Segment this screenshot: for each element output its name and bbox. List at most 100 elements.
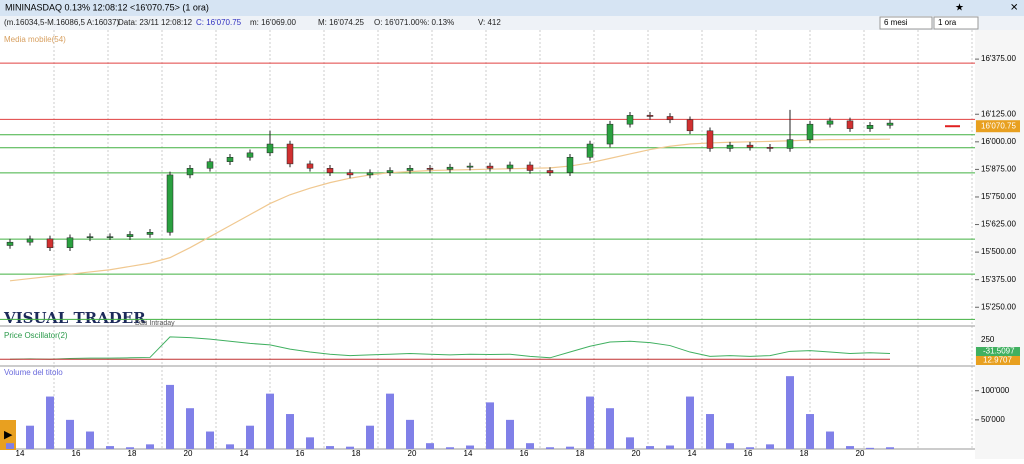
candle-body <box>446 166 454 170</box>
volume-bar <box>186 408 194 449</box>
candle-body <box>506 164 514 169</box>
candle-body <box>86 236 94 239</box>
volume-bar <box>586 396 594 449</box>
info-bar <box>0 16 1024 30</box>
candle-body <box>126 234 134 237</box>
osc-value-box <box>976 347 1020 356</box>
candle-body <box>206 161 214 169</box>
candle-body <box>786 139 794 149</box>
candle-body <box>6 241 14 246</box>
period-text: 6 mesi <box>884 18 908 27</box>
volume-bar <box>566 446 574 449</box>
volume-bar <box>86 431 94 449</box>
interval-text: 1 ora <box>938 18 957 27</box>
x-tick-label: 20 <box>408 449 417 458</box>
volume-bar <box>486 402 494 449</box>
candle-body <box>626 115 634 125</box>
oscillator-line <box>9 336 891 360</box>
x-tick-label: 18 <box>128 449 137 458</box>
candle-body <box>746 144 754 148</box>
volume-bar <box>426 443 434 449</box>
volume-bar <box>326 446 334 449</box>
osc-value-label: 12.9707 <box>983 356 1012 365</box>
volume-bar <box>46 396 54 449</box>
info-field: C: 16'070.75 <box>196 18 242 27</box>
candle-body <box>526 164 534 171</box>
volume-bar <box>826 431 834 449</box>
candle-body <box>146 232 154 235</box>
x-tick-label: 14 <box>464 449 473 458</box>
info-field: %: 0.13% <box>420 18 454 27</box>
y-tick-label: 15'625.00 <box>981 220 1016 229</box>
candle-body <box>766 147 774 149</box>
volume-bar <box>846 446 854 449</box>
x-tick-label: 18 <box>800 449 809 458</box>
info-field: Data: 23/11 12:08:12 <box>118 18 193 27</box>
x-tick-label: 14 <box>688 449 697 458</box>
y-tick-label: 15'375.00 <box>981 275 1016 284</box>
osc-tick-label: 250 <box>981 335 995 344</box>
volume-bar <box>166 384 174 449</box>
osc-value-label: -31.5097 <box>983 347 1015 356</box>
candle-body <box>366 172 374 176</box>
window-title: MININASDAQ 0.13% 12:08:12 <16'070.75> (1… <box>5 2 209 12</box>
period-select[interactable] <box>879 16 933 30</box>
info-field: M: 16'074.25 <box>318 18 365 27</box>
volume-bar <box>386 393 394 449</box>
x-tick-label: 16 <box>72 449 81 458</box>
y-tick-label: 15'750.00 <box>981 192 1016 201</box>
candle-body <box>186 168 194 176</box>
volume-bar <box>626 437 634 449</box>
volume-bar <box>366 425 374 449</box>
candle-body <box>226 157 234 162</box>
volume-bar <box>246 425 254 449</box>
candle-body <box>666 116 674 121</box>
volume-bar <box>66 419 74 449</box>
volume-tick-label: 100'000 <box>981 386 1010 395</box>
volume-bar <box>26 425 34 449</box>
pin-button[interactable]: ★ <box>955 3 964 14</box>
y-tick-label: 16'375.00 <box>981 54 1016 63</box>
candle-body <box>266 143 274 154</box>
info-field: V: 412 <box>478 18 501 27</box>
candle-body <box>406 168 414 171</box>
side-toggle[interactable] <box>0 420 16 450</box>
close-button[interactable]: ✕ <box>1010 3 1018 14</box>
volume-bar <box>406 419 414 449</box>
candle-body <box>586 143 594 158</box>
volume-bar <box>686 396 694 449</box>
candle-body <box>646 115 654 117</box>
last-price-label: 16'070.75 <box>981 121 1016 130</box>
volume-bar <box>446 447 454 449</box>
candle-body <box>166 174 174 233</box>
volume-tick-label: 50'000 <box>981 415 1005 424</box>
x-tick-label: 14 <box>240 449 249 458</box>
volume-bar <box>126 447 134 449</box>
side-toggle-icon: ▶ <box>4 429 13 441</box>
volume-bar <box>106 446 114 449</box>
volume-bar <box>306 437 314 449</box>
x-tick-label: 20 <box>184 449 193 458</box>
candle-body <box>726 144 734 149</box>
candle-body <box>426 168 434 170</box>
info-field: O: 16'071.00 <box>374 18 420 27</box>
volume-bar <box>226 444 234 449</box>
volume-bar <box>746 447 754 449</box>
candle-body <box>566 157 574 173</box>
y-tick-label: 16'125.00 <box>981 109 1016 118</box>
x-tick-label: 18 <box>352 449 361 458</box>
candle-body <box>826 120 834 125</box>
volume-bar <box>286 414 294 449</box>
volume-bar <box>546 447 554 449</box>
volume-bar <box>466 445 474 449</box>
y-tick-label: 15'250.00 <box>981 302 1016 311</box>
interval-select[interactable] <box>933 16 979 30</box>
brand-sub: Dati Intraday <box>135 320 175 327</box>
volume-bar <box>886 447 894 449</box>
volume-bar <box>606 408 614 449</box>
candle-body <box>26 238 34 243</box>
title-bar <box>0 0 1024 16</box>
volume-bar <box>506 419 514 449</box>
info-fields: (m.16034,5-M.16086,5 A:16037)Data: 23/11… <box>4 18 501 27</box>
